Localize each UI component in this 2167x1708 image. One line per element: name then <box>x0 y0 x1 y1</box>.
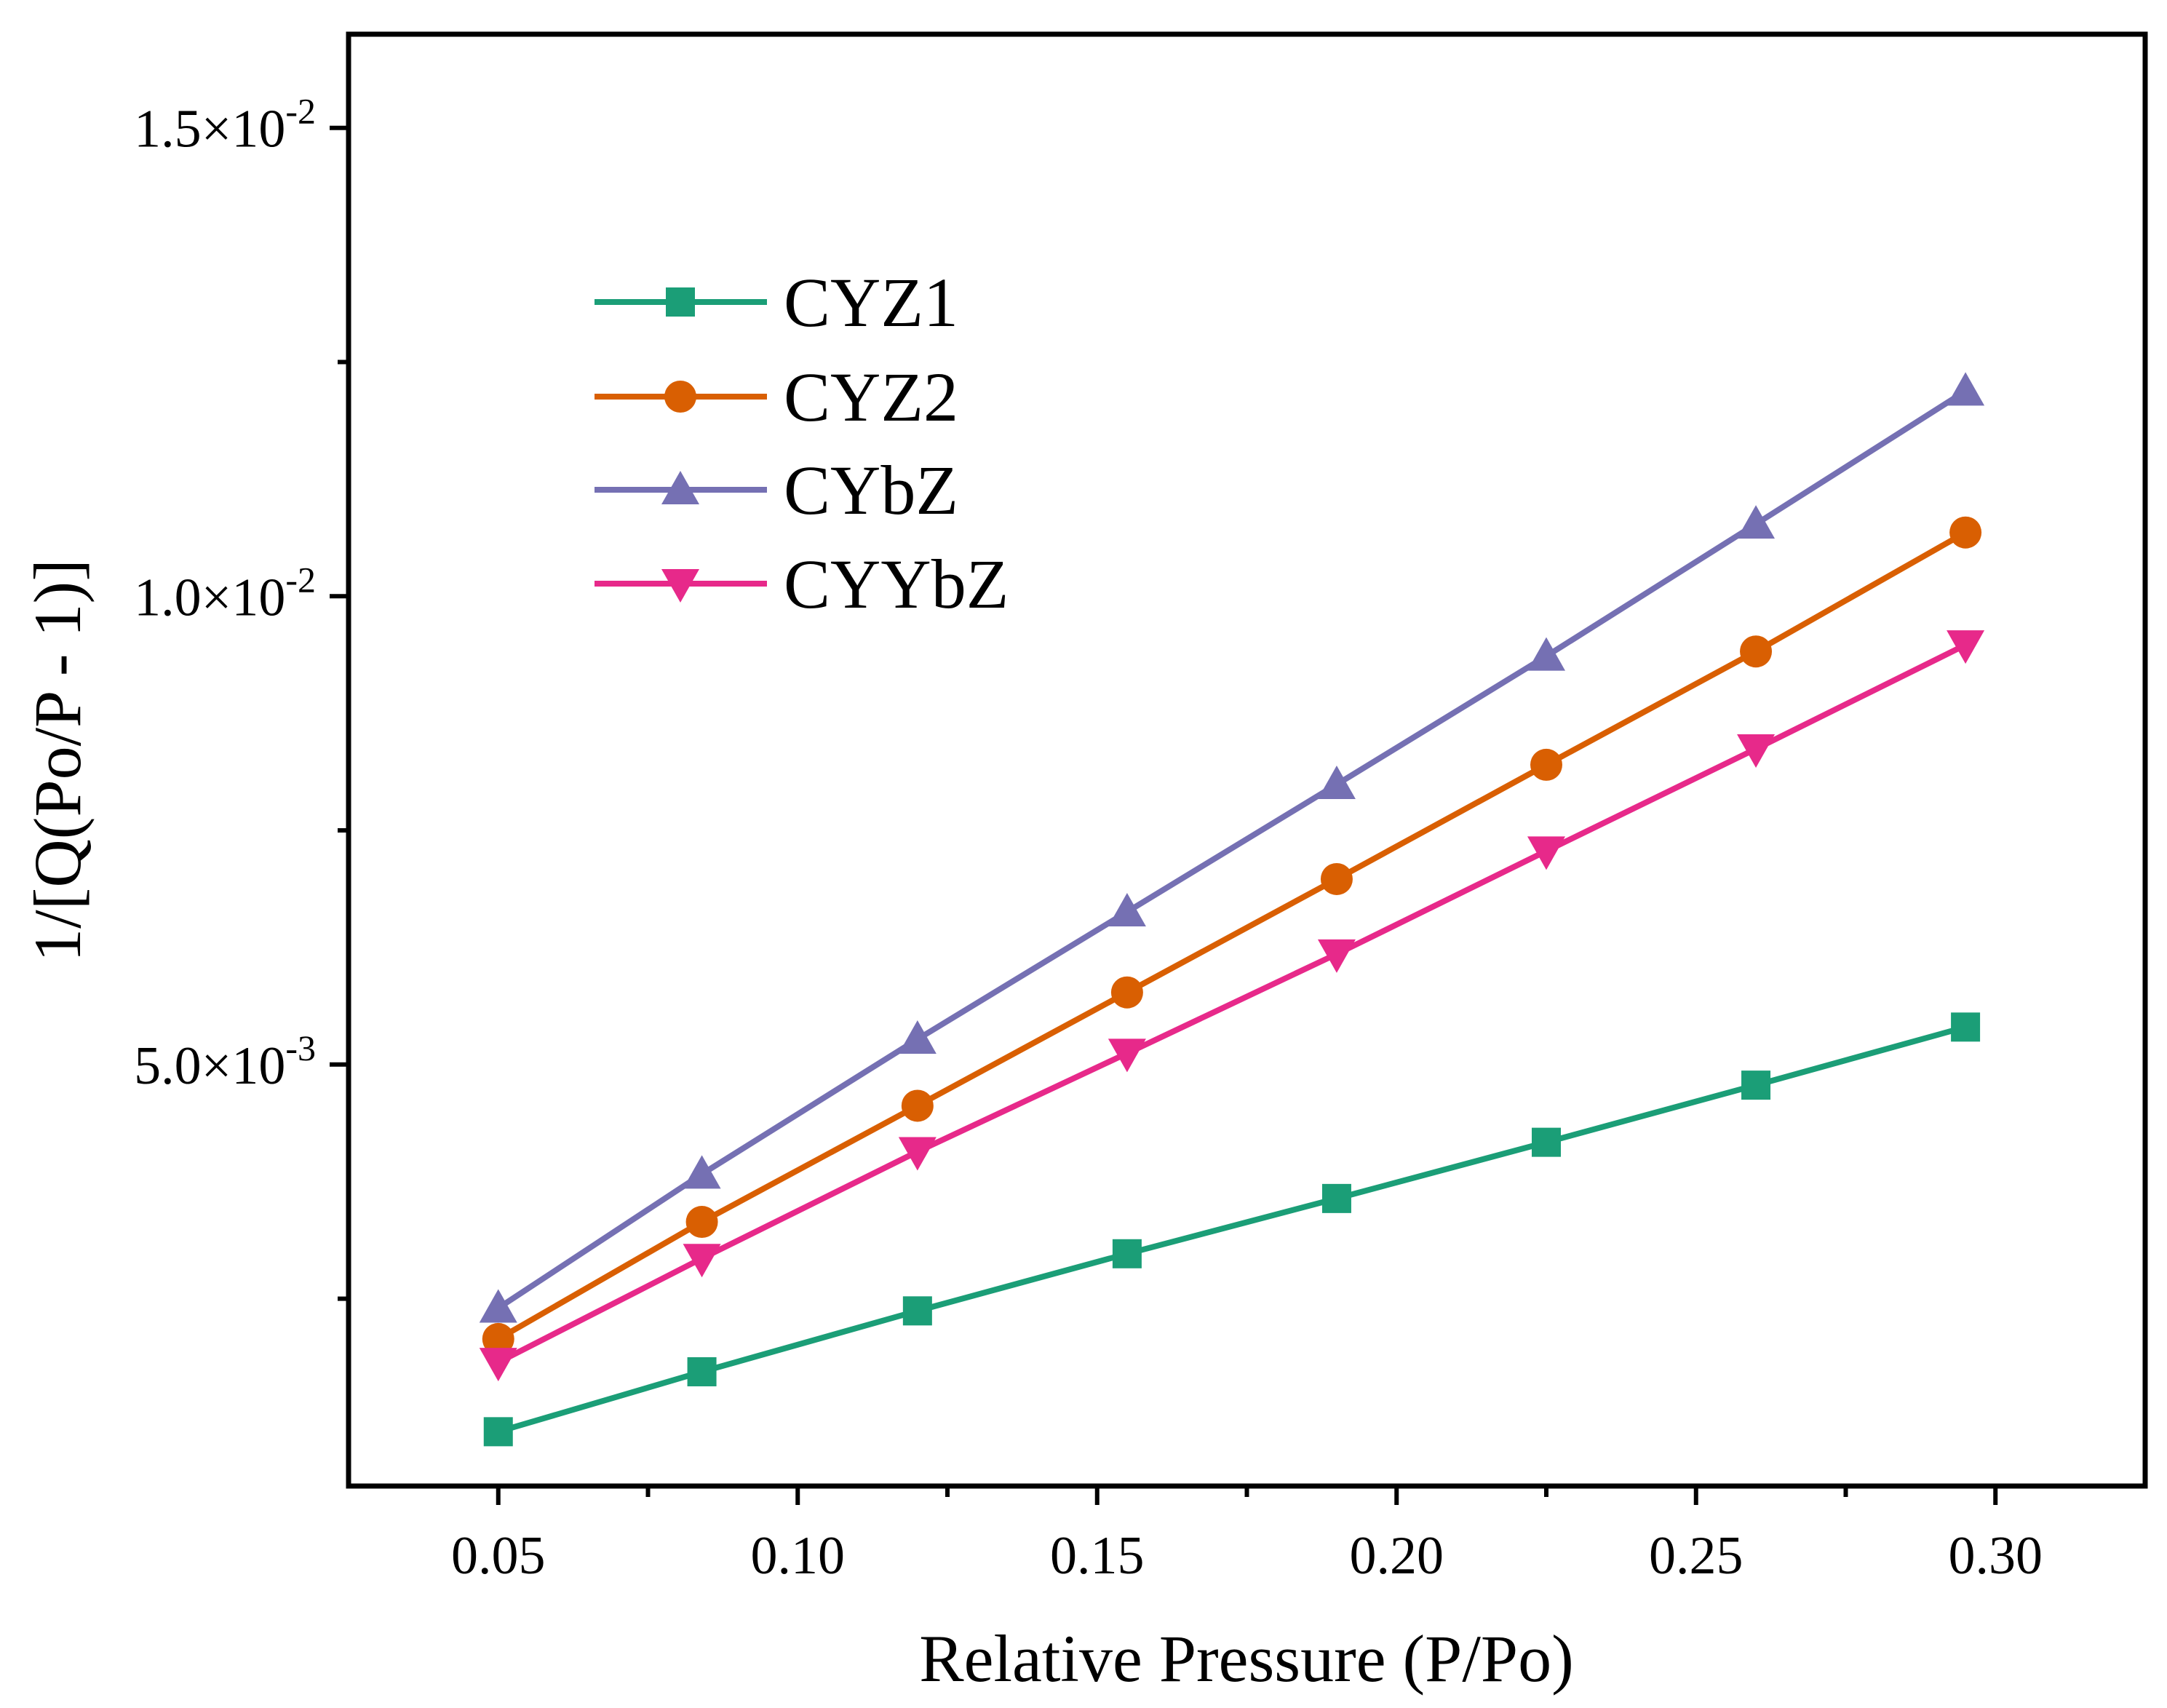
legend-label: CYZ1 <box>784 263 958 341</box>
y-tick-label: 1.0×10-2 <box>134 559 316 627</box>
legend: CYZ1 CYZ2 CYbZ CYYbZ <box>595 263 1009 623</box>
circle-marker <box>1740 635 1773 668</box>
square-marker <box>666 287 695 317</box>
circle-marker <box>664 381 696 413</box>
axes: 0.05 0.10 0.15 0.20 0.25 0.30 5.0×10-3 1.0×10-2… <box>134 91 2043 1586</box>
circle-marker <box>901 1089 934 1122</box>
x-tick-label: 0.30 <box>1949 1526 2043 1586</box>
triangle-down-marker <box>898 1137 937 1171</box>
x-axis-title: Relative Pressure (P/Po) <box>919 1621 1573 1696</box>
triangle-up-marker <box>683 1155 721 1189</box>
square-marker <box>1321 1183 1351 1213</box>
circle-marker <box>1320 862 1353 895</box>
circle-marker <box>1949 516 1982 549</box>
x-tick-label: 0.20 <box>1350 1526 1444 1586</box>
square-marker <box>902 1296 932 1326</box>
x-tick-label: 0.05 <box>451 1526 546 1586</box>
triangle-up-marker <box>1527 637 1565 671</box>
triangle-down-marker <box>661 569 699 603</box>
series-cyz1 <box>483 1012 1981 1447</box>
square-marker <box>687 1357 717 1386</box>
series-line <box>496 642 1967 1365</box>
series-line <box>496 530 1968 1342</box>
triangle-up-marker <box>479 1289 517 1323</box>
square-marker <box>1112 1239 1142 1268</box>
triangle-down-marker <box>1317 939 1356 973</box>
y-axis-title: 1/[Q(Po/P - 1)] <box>20 559 95 962</box>
y-tick-label: 1.5×10-2 <box>134 91 316 159</box>
legend-item-cyz2: CYZ2 <box>595 358 958 436</box>
square-marker <box>1951 1012 1981 1042</box>
x-tick-label: 0.25 <box>1649 1526 1743 1586</box>
legend-item-cybz: CYbZ <box>595 451 958 529</box>
triangle-down-marker <box>1108 1038 1146 1073</box>
series-cybz <box>479 372 1985 1323</box>
x-tick-label: 0.15 <box>1050 1526 1145 1586</box>
triangle-down-marker <box>683 1244 721 1278</box>
triangle-down-marker <box>1737 734 1776 768</box>
legend-label: CYZ2 <box>784 358 958 436</box>
square-marker <box>483 1417 513 1447</box>
triangle-up-marker <box>661 471 699 504</box>
circle-marker <box>685 1206 718 1239</box>
circle-marker <box>1530 748 1562 781</box>
x-tick-label: 0.10 <box>751 1526 846 1586</box>
circle-marker <box>482 1322 514 1355</box>
triangle-down-marker <box>479 1348 517 1382</box>
series-cyz2 <box>482 516 1982 1355</box>
legend-label: CYYbZ <box>784 545 1009 623</box>
y-tick-label: 5.0×10-3 <box>134 1028 316 1096</box>
triangle-down-marker <box>1947 630 1985 664</box>
triangle-up-marker <box>1108 893 1146 927</box>
series-line <box>496 389 1968 1311</box>
plot-marks <box>479 372 1985 1447</box>
square-marker <box>1532 1127 1561 1157</box>
circle-marker <box>1110 976 1143 1009</box>
triangle-up-marker <box>898 1020 937 1054</box>
series-line <box>497 1024 1967 1435</box>
legend-label: CYbZ <box>784 451 958 529</box>
legend-item-cyz1: CYZ1 <box>595 263 958 341</box>
triangle-up-marker <box>1947 372 1985 406</box>
triangle-up-marker <box>1737 505 1776 539</box>
triangle-down-marker <box>1527 836 1565 870</box>
square-marker <box>1741 1071 1771 1100</box>
triangle-up-marker <box>1317 765 1356 799</box>
series-cyybz <box>479 630 1985 1382</box>
legend-item-cyybz: CYYbZ <box>595 545 1009 623</box>
